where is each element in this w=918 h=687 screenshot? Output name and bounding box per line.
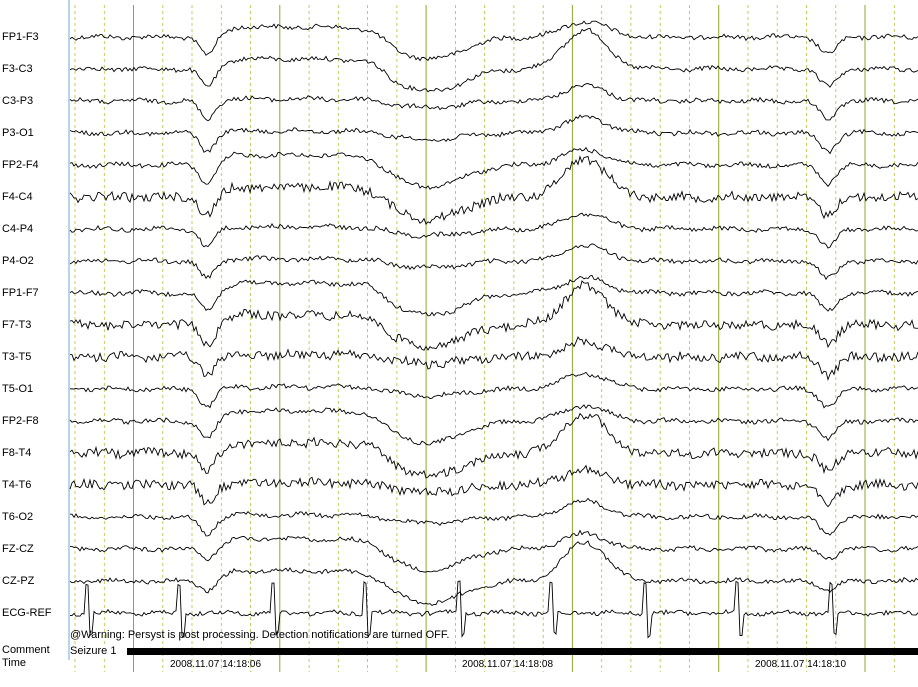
comment-row-label: Comment: [2, 644, 50, 656]
channel-label[interactable]: P4-O2: [2, 255, 34, 267]
eeg-channel-trace: [70, 244, 918, 279]
channel-label[interactable]: T5-O1: [2, 383, 33, 395]
eeg-channel-trace: [70, 21, 918, 60]
eeg-channel-trace: [70, 213, 918, 248]
eeg-channel-trace: [70, 28, 918, 92]
channel-label[interactable]: P3-O1: [2, 127, 34, 139]
seizure-annotation-bar: [127, 648, 918, 655]
eeg-channel-trace: [70, 498, 918, 536]
channel-label[interactable]: C4-P4: [2, 223, 33, 235]
channel-label[interactable]: T6-O2: [2, 511, 33, 523]
eeg-channel-trace: [70, 157, 918, 225]
eeg-channel-trace: [70, 466, 918, 507]
eeg-channel-trace: [70, 275, 918, 316]
channel-label[interactable]: FZ-CZ: [2, 543, 34, 555]
channel-label[interactable]: FP2-F8: [2, 415, 39, 427]
eeg-channel-trace: [70, 372, 918, 407]
eeg-channel-trace: [70, 84, 918, 121]
eeg-channel-trace: [70, 531, 918, 573]
eeg-channel-trace: [70, 405, 918, 445]
seizure-annotation-label[interactable]: Seizure 1: [70, 645, 118, 657]
channel-label[interactable]: C3-P3: [2, 95, 33, 107]
eeg-channel-trace: [70, 148, 918, 190]
channel-label[interactable]: T4-T6: [2, 479, 31, 491]
channel-label[interactable]: F4-C4: [2, 191, 33, 203]
timestamp-label: 2008.11.07 14:18:08: [462, 659, 553, 670]
timestamp-label: 2008.11.07 14:18:10: [755, 659, 846, 670]
eeg-channel-trace: [70, 115, 918, 153]
channel-label[interactable]: FP1-F7: [2, 287, 39, 299]
eeg-channel-trace: [70, 337, 918, 379]
timestamp-label: 2008.11.07 14:18:06: [170, 659, 261, 670]
channel-label[interactable]: FP2-F4: [2, 159, 39, 171]
channel-label[interactable]: F3-C3: [2, 63, 33, 75]
channel-label[interactable]: T3-T5: [2, 351, 31, 363]
eeg-channel-trace: [70, 281, 918, 350]
channel-label[interactable]: FP1-F3: [2, 31, 39, 43]
channel-label[interactable]: ECG-REF: [2, 607, 52, 619]
channel-label[interactable]: F8-T4: [2, 447, 31, 459]
channel-label[interactable]: CZ-PZ: [2, 575, 34, 587]
channel-label[interactable]: F7-T3: [2, 319, 31, 331]
time-row-label: Time: [2, 657, 26, 669]
warning-comment[interactable]: @Warning: Persyst is post processing. De…: [70, 629, 449, 641]
